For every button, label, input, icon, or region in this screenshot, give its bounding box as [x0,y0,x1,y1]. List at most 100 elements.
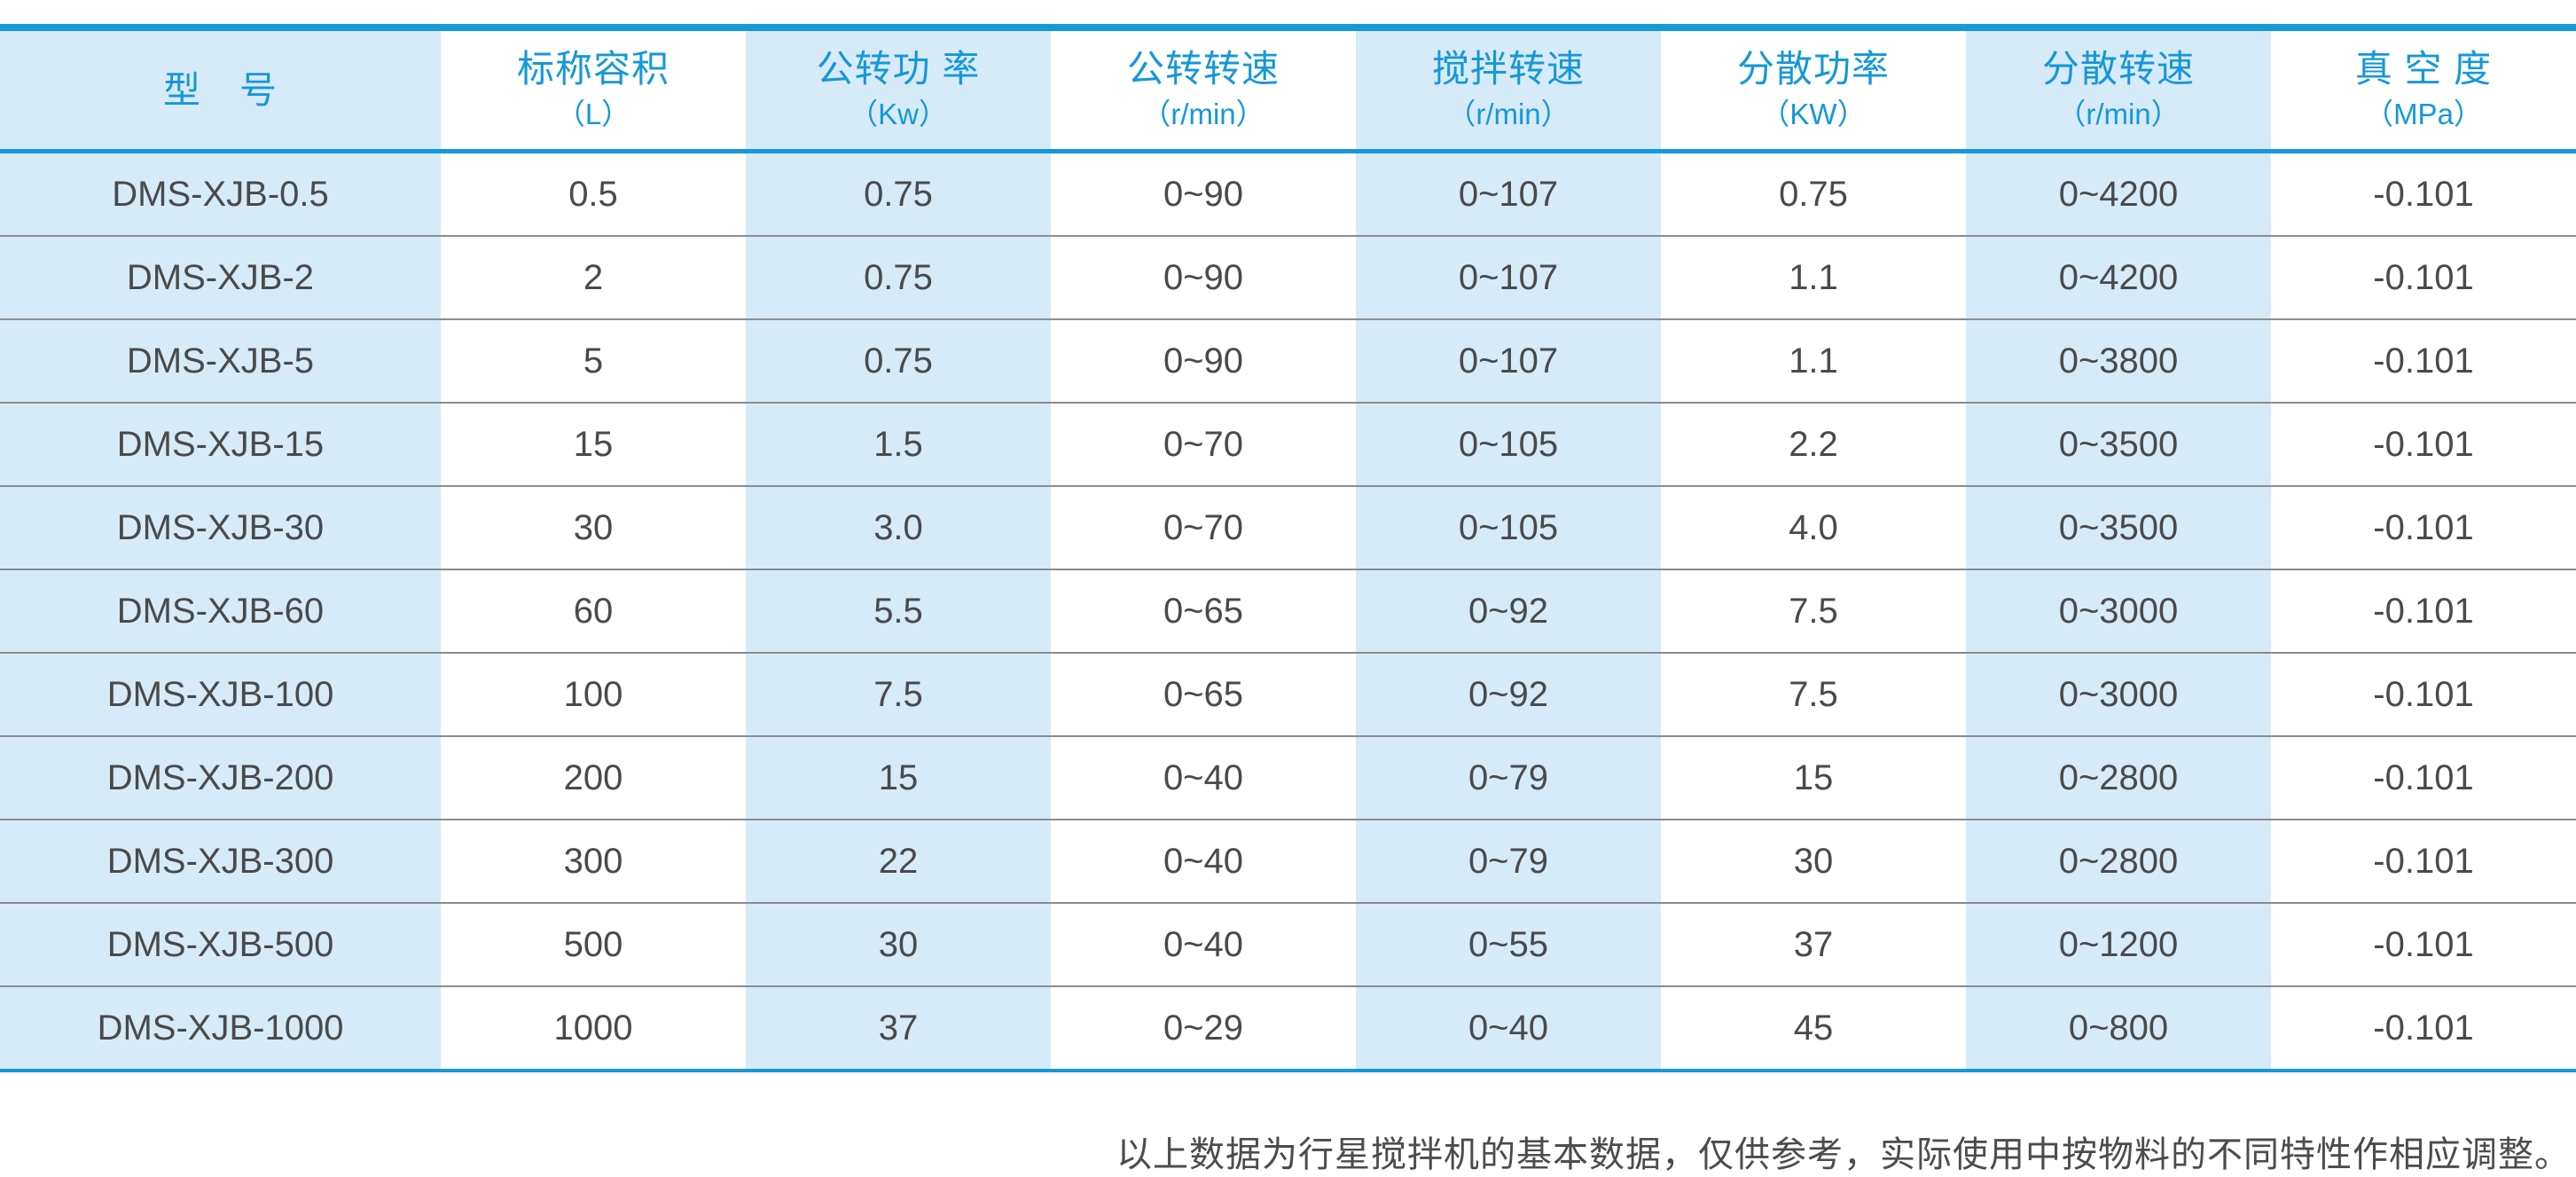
value-cell: 37 [1661,904,1966,985]
header-cell-revolution-speed: 公转转速 （r/min） [1051,31,1356,149]
header-unit: （L） [555,97,631,130]
value-cell: 5.5 [746,570,1051,652]
header-unit: （KW） [1760,97,1867,130]
value-cell: 0.75 [746,320,1051,402]
spec-table: 型 号 标称容积 （L） 公转功 率 （Kw） 公转转速 （r/min） 搅拌转… [0,24,2576,1072]
header-label: 分散功率 [1736,47,1890,90]
value-cell: 0~29 [1051,987,1356,1069]
value-cell: 2.2 [1661,404,1966,485]
header-unit: （Kw） [849,97,948,130]
header-unit: （MPa） [2364,97,2483,130]
value-cell: -0.101 [2271,737,2576,819]
table-row: DMS-XJB-2 2 0.75 0~90 0~107 1.1 0~4200 -0.101 [0,235,2576,318]
model-cell: DMS-XJB-15 [0,404,441,485]
value-cell: 0~105 [1356,404,1661,485]
value-cell: 1.1 [1661,320,1966,402]
value-cell: 7.5 [1661,654,1966,735]
header-label: 搅拌转速 [1431,47,1585,90]
header-label: 真 空 度 [2354,47,2493,90]
header-cell-dispersion-power: 分散功率 （KW） [1661,31,1966,149]
value-cell: 15 [441,404,746,485]
value-cell: 60 [441,570,746,652]
value-cell: 0~2800 [1966,820,2271,902]
value-cell: 0~107 [1356,153,1661,235]
table-header: 型 号 标称容积 （L） 公转功 率 （Kw） 公转转速 （r/min） 搅拌转… [0,31,2576,153]
value-cell: 0~107 [1356,237,1661,318]
value-cell: 0~3000 [1966,654,2271,735]
table-row: DMS-XJB-5 5 0.75 0~90 0~107 1.1 0~3800 -0.101 [0,318,2576,402]
value-cell: 0~4200 [1966,237,2271,318]
header-unit: （r/min） [2056,97,2181,130]
value-cell: -0.101 [2271,570,2576,652]
value-cell: -0.101 [2271,237,2576,318]
table-body: DMS-XJB-0.5 0.5 0.75 0~90 0~107 0.75 0~4200 -0.… [0,153,2576,1069]
value-cell: 1.5 [746,404,1051,485]
table-row: DMS-XJB-15 15 1.5 0~70 0~105 2.2 0~3500 -0.101 [0,402,2576,485]
model-cell: DMS-XJB-30 [0,487,441,569]
value-cell: 0~92 [1356,654,1661,735]
value-cell: 0~107 [1356,320,1661,402]
header-cell-stirring-speed: 搅拌转速 （r/min） [1356,31,1661,149]
value-cell: 1.1 [1661,237,1966,318]
value-cell: 0~2800 [1966,737,2271,819]
value-cell: 0~40 [1051,737,1356,819]
value-cell: 0~65 [1051,570,1356,652]
model-cell: DMS-XJB-200 [0,737,441,819]
value-cell: 0~3000 [1966,570,2271,652]
value-cell: 2 [441,237,746,318]
model-cell: DMS-XJB-1000 [0,987,441,1069]
value-cell: 15 [746,737,1051,819]
model-cell: DMS-XJB-0.5 [0,153,441,235]
value-cell: 0~40 [1051,820,1356,902]
value-cell: 0.75 [1661,153,1966,235]
value-cell: 0~65 [1051,654,1356,735]
value-cell: -0.101 [2271,904,2576,985]
value-cell: 0.75 [746,153,1051,235]
value-cell: 0~40 [1051,904,1356,985]
value-cell: 200 [441,737,746,819]
header-label: 标称容积 [516,47,669,90]
value-cell: 0~3500 [1966,487,2271,569]
value-cell: 1000 [441,987,746,1069]
value-cell: 0~3800 [1966,320,2271,402]
footnote: 以上数据为行星搅拌机的基本数据，仅供参考，实际使用中按物料的不同特性作相应调整。 [1116,1134,2571,1175]
header-cell-nominal-volume: 标称容积 （L） [441,31,746,149]
value-cell: -0.101 [2271,153,2576,235]
model-cell: DMS-XJB-100 [0,654,441,735]
value-cell: 4.0 [1661,487,1966,569]
header-cell-dispersion-speed: 分散转速 （r/min） [1966,31,2271,149]
header-unit: （r/min） [1141,97,1265,130]
value-cell: 7.5 [1661,570,1966,652]
value-cell: -0.101 [2271,820,2576,902]
header-cell-revolution-power: 公转功 率 （Kw） [746,31,1051,149]
value-cell: 0~105 [1356,487,1661,569]
table-row: DMS-XJB-500 500 30 0~40 0~55 37 0~1200 -0.101 [0,902,2576,985]
value-cell: -0.101 [2271,404,2576,485]
table-row: DMS-XJB-100 100 7.5 0~65 0~92 7.5 0~3000 -0.101 [0,652,2576,735]
value-cell: 37 [746,987,1051,1069]
table-row: DMS-XJB-1000 1000 37 0~29 0~40 45 0~800 -0.101 [0,985,2576,1069]
value-cell: -0.101 [2271,654,2576,735]
header-label: 分散转速 [2041,47,2195,90]
table-row: DMS-XJB-0.5 0.5 0.75 0~90 0~107 0.75 0~4200 -0.… [0,153,2576,235]
table-row: DMS-XJB-30 30 3.0 0~70 0~105 4.0 0~3500 -0.101 [0,485,2576,569]
value-cell: -0.101 [2271,487,2576,569]
model-cell: DMS-XJB-5 [0,320,441,402]
value-cell: 300 [441,820,746,902]
table-row: DMS-XJB-300 300 22 0~40 0~79 30 0~2800 -0.101 [0,819,2576,902]
value-cell: -0.101 [2271,987,2576,1069]
value-cell: 30 [746,904,1051,985]
value-cell: 7.5 [746,654,1051,735]
table-row: DMS-XJB-200 200 15 0~40 0~79 15 0~2800 -0.101 [0,735,2576,819]
value-cell: 0~79 [1356,820,1661,902]
value-cell: 30 [1661,820,1966,902]
header-label: 公转转速 [1126,47,1280,90]
value-cell: 0~90 [1051,237,1356,318]
value-cell: 0~70 [1051,487,1356,569]
model-cell: DMS-XJB-2 [0,237,441,318]
value-cell: 15 [1661,737,1966,819]
model-cell: DMS-XJB-300 [0,820,441,902]
value-cell: 0.75 [746,237,1051,318]
value-cell: 3.0 [746,487,1051,569]
table-row: DMS-XJB-60 60 5.5 0~65 0~92 7.5 0~3000 -0.101 [0,569,2576,652]
